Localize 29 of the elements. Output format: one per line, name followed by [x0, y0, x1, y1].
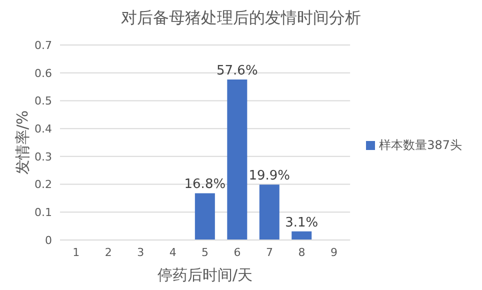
x-tick-label: 7 — [266, 246, 274, 259]
bar — [194, 193, 215, 240]
bar — [259, 184, 280, 240]
chart-title: 对后备母猪处理后的发情时间分析 — [120, 8, 362, 29]
bar — [227, 80, 248, 240]
y-tick-label: 0.4 — [34, 122, 52, 136]
data-label: 19.9% — [248, 168, 290, 184]
y-tick-label: 0.7 — [34, 38, 52, 52]
legend-label: 样本数量387头 — [379, 138, 462, 152]
x-tick-label: 6 — [234, 246, 241, 259]
x-axis-title: 停药后时间/天 — [158, 266, 253, 284]
data-label: 3.1% — [285, 215, 318, 230]
y-tick-label: 0.6 — [34, 66, 52, 80]
y-tick-label: 0.1 — [34, 206, 52, 220]
x-tick-label: 1 — [72, 246, 80, 259]
x-tick-label: 2 — [104, 246, 112, 259]
x-tick-label: 3 — [137, 246, 144, 259]
y-tick-label: 0.5 — [34, 94, 52, 108]
data-label: 16.8% — [184, 177, 226, 192]
y-tick-label: 0.3 — [34, 150, 52, 164]
y-tick-label: 0 — [45, 234, 52, 247]
x-tick-label: 9 — [330, 246, 338, 259]
x-tick-label: 8 — [298, 246, 306, 259]
data-label: 57.6% — [216, 64, 258, 79]
x-tick-label: 4 — [169, 246, 176, 259]
y-axis-title: 发情率/% — [13, 110, 32, 175]
y-tick-label: 0.2 — [34, 178, 52, 192]
bar — [292, 231, 312, 240]
x-tick-label: 5 — [202, 246, 209, 259]
